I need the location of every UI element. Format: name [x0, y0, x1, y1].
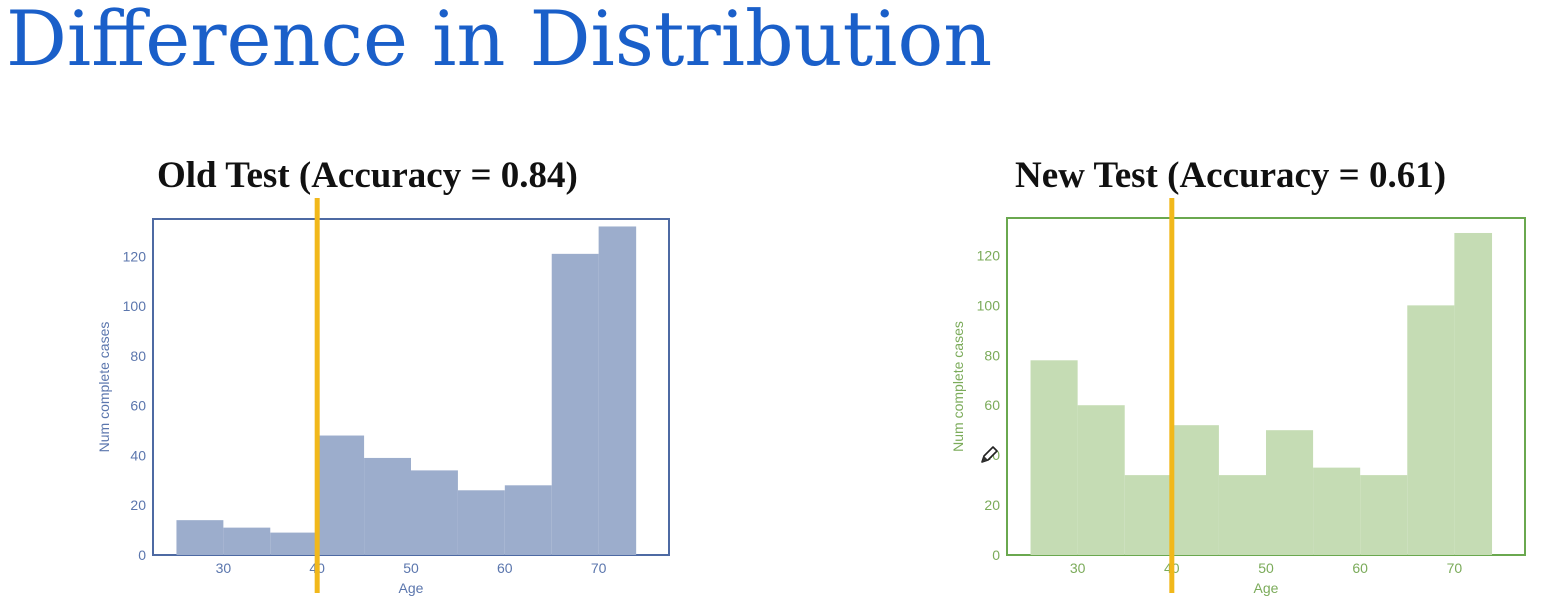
y-tick-label: 120	[123, 248, 147, 264]
y-tick-label: 100	[123, 298, 147, 314]
x-axis-label: Age	[1254, 580, 1279, 596]
histogram-bar	[504, 485, 552, 555]
histogram-bar	[1360, 475, 1408, 555]
histogram-bar	[317, 435, 365, 555]
histogram-bar	[1454, 232, 1493, 555]
x-tick-label: 70	[1447, 560, 1463, 576]
histogram-bar	[1407, 305, 1455, 555]
histogram-bar	[176, 520, 224, 555]
y-tick-label: 80	[130, 348, 146, 364]
histogram-bar	[1171, 425, 1219, 555]
x-tick-label: 60	[497, 560, 513, 576]
y-tick-label: 40	[130, 447, 146, 463]
histogram-bar	[598, 226, 637, 555]
histogram-bar	[1124, 475, 1172, 555]
histogram-bar	[1077, 405, 1125, 555]
x-tick-label: 60	[1352, 560, 1368, 576]
histogram-bar	[364, 457, 411, 555]
histogram-bar	[1218, 475, 1266, 555]
y-tick-label: 0	[992, 547, 1000, 563]
y-tick-label: 20	[984, 497, 1000, 513]
old-test-chart-title: Old Test (Accuracy = 0.84)	[157, 155, 578, 196]
histogram-bar	[551, 253, 599, 555]
pen-cursor-icon	[981, 446, 998, 463]
y-tick-label: 20	[130, 497, 146, 513]
y-axis-label: Num complete cases	[950, 321, 966, 452]
x-tick-label: 30	[1070, 560, 1086, 576]
y-axis-label: Num complete cases	[96, 322, 112, 453]
x-tick-label: 30	[216, 560, 232, 576]
histogram-bar	[1030, 360, 1078, 555]
x-tick-label: 70	[591, 560, 607, 576]
y-tick-label: 0	[138, 547, 146, 563]
histogram-bar	[1313, 467, 1361, 555]
slide-title: Difference in Distribution	[6, 0, 993, 83]
y-tick-label: 80	[984, 347, 1000, 363]
histogram-bar	[1266, 430, 1314, 555]
histogram-bar	[457, 490, 505, 555]
histogram-bar	[223, 527, 271, 555]
y-tick-label: 60	[130, 398, 146, 414]
y-tick-label: 120	[977, 247, 1001, 263]
x-tick-label: 50	[1258, 560, 1274, 576]
x-tick-label: 50	[403, 560, 419, 576]
histogram-bar	[270, 532, 318, 555]
y-tick-label: 100	[977, 297, 1001, 313]
new-test-chart-title: New Test (Accuracy = 0.61)	[1015, 155, 1447, 196]
x-axis-label: Age	[399, 580, 424, 596]
histogram-bar	[411, 470, 458, 555]
y-tick-label: 60	[984, 397, 1000, 413]
